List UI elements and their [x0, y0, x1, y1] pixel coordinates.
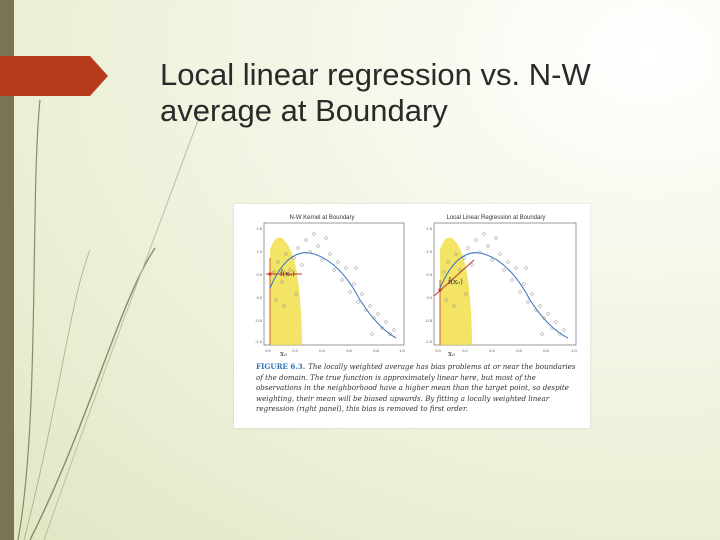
x-tick: 0.4	[489, 348, 495, 353]
y-tick: 0.5	[426, 272, 432, 277]
right-plot: Local Linear Regression at Boundary f̂(x…	[425, 215, 577, 358]
y-tick: 0.5	[256, 272, 262, 277]
slide-title: Local linear regression vs. N-W average …	[160, 57, 700, 129]
slide-title-line-2: average at Boundary	[160, 93, 448, 128]
scatter-points	[272, 232, 396, 336]
right-fhat-label: f̂(x₀)	[448, 277, 463, 286]
y-tick: 1.5	[256, 226, 262, 231]
y-tick: 1.5	[426, 226, 432, 231]
x-tick: 0.0	[265, 348, 271, 353]
x-tick: 0.4	[319, 348, 325, 353]
figure-caption-text: The locally weighted average has bias pr…	[256, 362, 576, 414]
x-tick: 0.2	[292, 348, 298, 353]
y-tick: -1.0	[255, 339, 263, 344]
title-accent-arrow	[0, 56, 108, 96]
x-tick: 0.8	[543, 348, 549, 353]
left-decor-bar	[0, 0, 14, 540]
figure-caption: FIGURE 6.3. The locally weighted average …	[256, 362, 580, 415]
y-tick: 0.0	[426, 295, 432, 300]
figure-caption-label: FIGURE 6.3.	[256, 362, 306, 371]
y-tick: -0.5	[425, 318, 433, 323]
y-tick: 1.0	[426, 249, 432, 254]
x-tick: 1.0	[399, 348, 405, 353]
x-tick: 0.8	[373, 348, 379, 353]
left-fhat-label: f̂(x₀)	[280, 269, 295, 278]
x-tick: 0.2	[462, 348, 468, 353]
kernel-shape	[270, 237, 302, 345]
y-tick: 0.0	[256, 295, 262, 300]
true-function-curve	[269, 252, 397, 339]
slide-title-line-1: Local linear regression vs. N-W	[160, 57, 591, 92]
right-panel-title: Local Linear Regression at Boundary	[447, 215, 546, 221]
y-tick: -0.5	[255, 318, 263, 323]
x-tick: 0.0	[435, 348, 441, 353]
x-tick: 0.6	[346, 348, 352, 353]
right-x0-label: x₀	[448, 350, 455, 358]
kernel-shape	[440, 237, 472, 345]
left-plot: N-W Kernel at Boundary f̂(x₀) 1.5 1.0 0.…	[255, 215, 405, 358]
figure-image: N-W Kernel at Boundary f̂(x₀) 1.5 1.0 0.…	[234, 204, 590, 428]
decorative-curves	[17, 99, 200, 540]
true-function-curve	[439, 252, 569, 339]
left-panel-title: N-W Kernel at Boundary	[289, 215, 354, 221]
y-tick: -1.0	[425, 339, 433, 344]
x-tick: 1.0	[571, 348, 577, 353]
y-tick: 1.0	[256, 249, 262, 254]
x-tick: 0.6	[516, 348, 522, 353]
left-x0-label: x₀	[280, 350, 287, 358]
scatter-points	[442, 232, 566, 336]
